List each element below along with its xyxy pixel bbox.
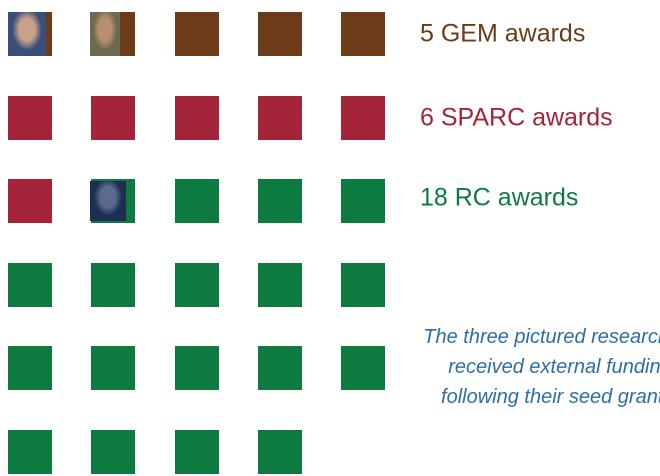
- waffle-square: [341, 346, 385, 390]
- waffle-square: [8, 430, 52, 474]
- waffle-square: [8, 179, 52, 223]
- waffle-square: [341, 12, 385, 56]
- waffle-square: [258, 179, 302, 223]
- portrait: [90, 12, 120, 56]
- waffle-square: [91, 430, 135, 474]
- infographic: The three pictured researchers received …: [0, 0, 660, 476]
- waffle-square: [8, 96, 52, 140]
- waffle-square: [175, 12, 219, 56]
- waffle-square: [91, 96, 135, 140]
- waffle-square: [8, 263, 52, 307]
- legend-label: 18 RC awards: [420, 184, 578, 213]
- legend-label: 6 SPARC awards: [420, 104, 613, 133]
- waffle-square: [175, 263, 219, 307]
- waffle-square: [258, 263, 302, 307]
- waffle-square: [8, 346, 52, 390]
- legend-label: 5 GEM awards: [420, 20, 585, 49]
- waffle-square: [175, 346, 219, 390]
- waffle-square: [175, 430, 219, 474]
- waffle-square: [341, 263, 385, 307]
- waffle-square: [175, 96, 219, 140]
- waffle-square: [258, 12, 302, 56]
- waffle-square: [258, 96, 302, 140]
- waffle-square: [341, 179, 385, 223]
- waffle-square: [91, 263, 135, 307]
- waffle-square: [91, 346, 135, 390]
- waffle-square: [175, 179, 219, 223]
- waffle-square: [341, 96, 385, 140]
- note: The three pictured researchers received …: [420, 322, 660, 412]
- waffle-square: [258, 346, 302, 390]
- portrait: [90, 181, 126, 221]
- portrait: [8, 12, 46, 56]
- waffle-square: [258, 430, 302, 474]
